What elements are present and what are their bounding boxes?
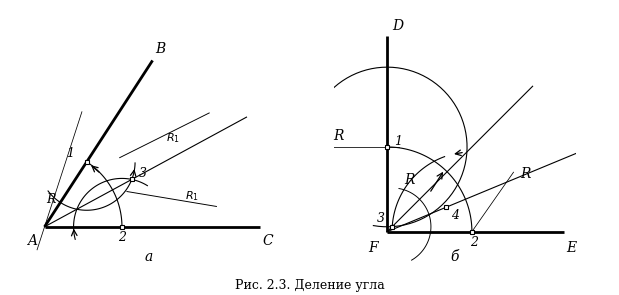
Text: D: D [392, 19, 403, 33]
Text: R: R [405, 173, 415, 187]
Text: 2: 2 [118, 231, 126, 244]
Text: 3: 3 [139, 167, 147, 180]
Text: 2: 2 [470, 236, 478, 249]
Text: F: F [368, 241, 378, 255]
Polygon shape [470, 230, 474, 234]
Text: 1: 1 [66, 147, 74, 160]
Polygon shape [385, 145, 389, 149]
Text: B: B [155, 42, 165, 55]
Text: 1: 1 [394, 135, 402, 148]
Text: а: а [144, 250, 153, 264]
Text: R: R [520, 168, 530, 181]
Text: E: E [566, 241, 576, 255]
Text: R: R [334, 129, 344, 143]
Polygon shape [85, 160, 89, 164]
Text: $R_1$: $R_1$ [166, 131, 180, 145]
Text: 3: 3 [377, 212, 385, 225]
Text: C: C [262, 234, 273, 248]
Text: б: б [451, 250, 459, 264]
Text: A: A [27, 234, 37, 248]
Polygon shape [444, 205, 448, 209]
Text: 4: 4 [451, 209, 459, 222]
Text: R: R [46, 193, 56, 206]
Text: Рис. 2.3. Деление угла: Рис. 2.3. Деление угла [235, 279, 384, 292]
Text: $R_1$: $R_1$ [185, 189, 199, 203]
Polygon shape [391, 225, 394, 229]
Polygon shape [120, 225, 124, 229]
Polygon shape [130, 178, 134, 181]
